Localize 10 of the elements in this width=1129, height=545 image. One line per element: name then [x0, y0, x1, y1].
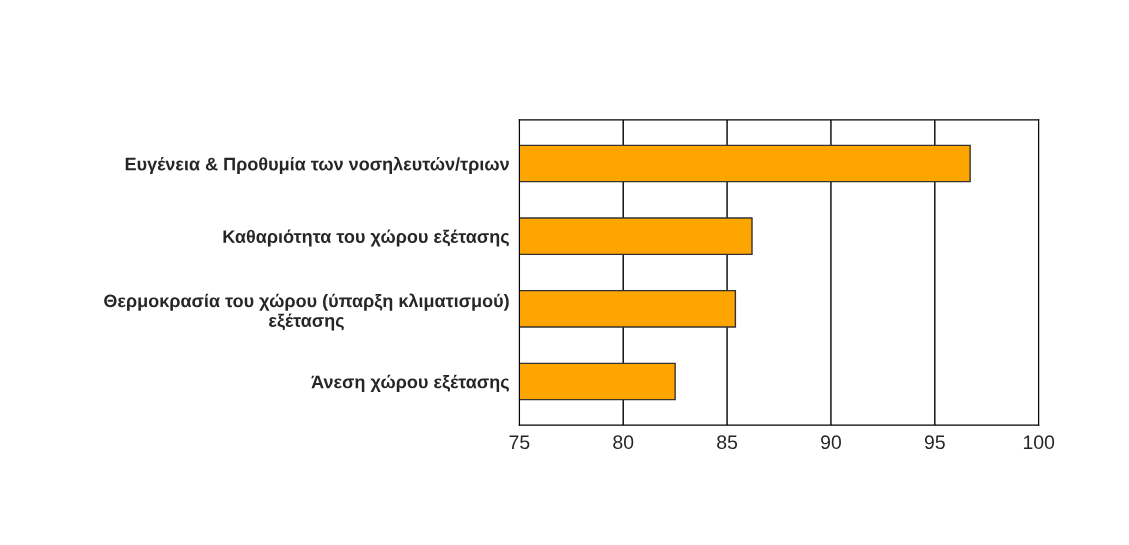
- y-tick-label: Καθαριότητα του χώρου εξέτασης: [223, 229, 509, 247]
- x-tick-label: 75: [509, 435, 530, 450]
- x-tick-label: 90: [821, 435, 841, 450]
- x-tick-label: 80: [613, 435, 634, 450]
- y-tick-label: Ευγένεια & Προθυμία των νοσηλευτών/τριων: [125, 156, 509, 175]
- y-tick-label: Θερμοκρασία του χώρου (ύπαρξη κλιματισμού) εξέτασης: [104, 293, 509, 331]
- x-tick-label: 85: [717, 435, 738, 450]
- x-tick-label: 100: [1023, 435, 1055, 450]
- x-tick-label: 95: [924, 435, 945, 450]
- y-tick-label: Άνεση χώρου εξέτασης: [311, 374, 509, 392]
